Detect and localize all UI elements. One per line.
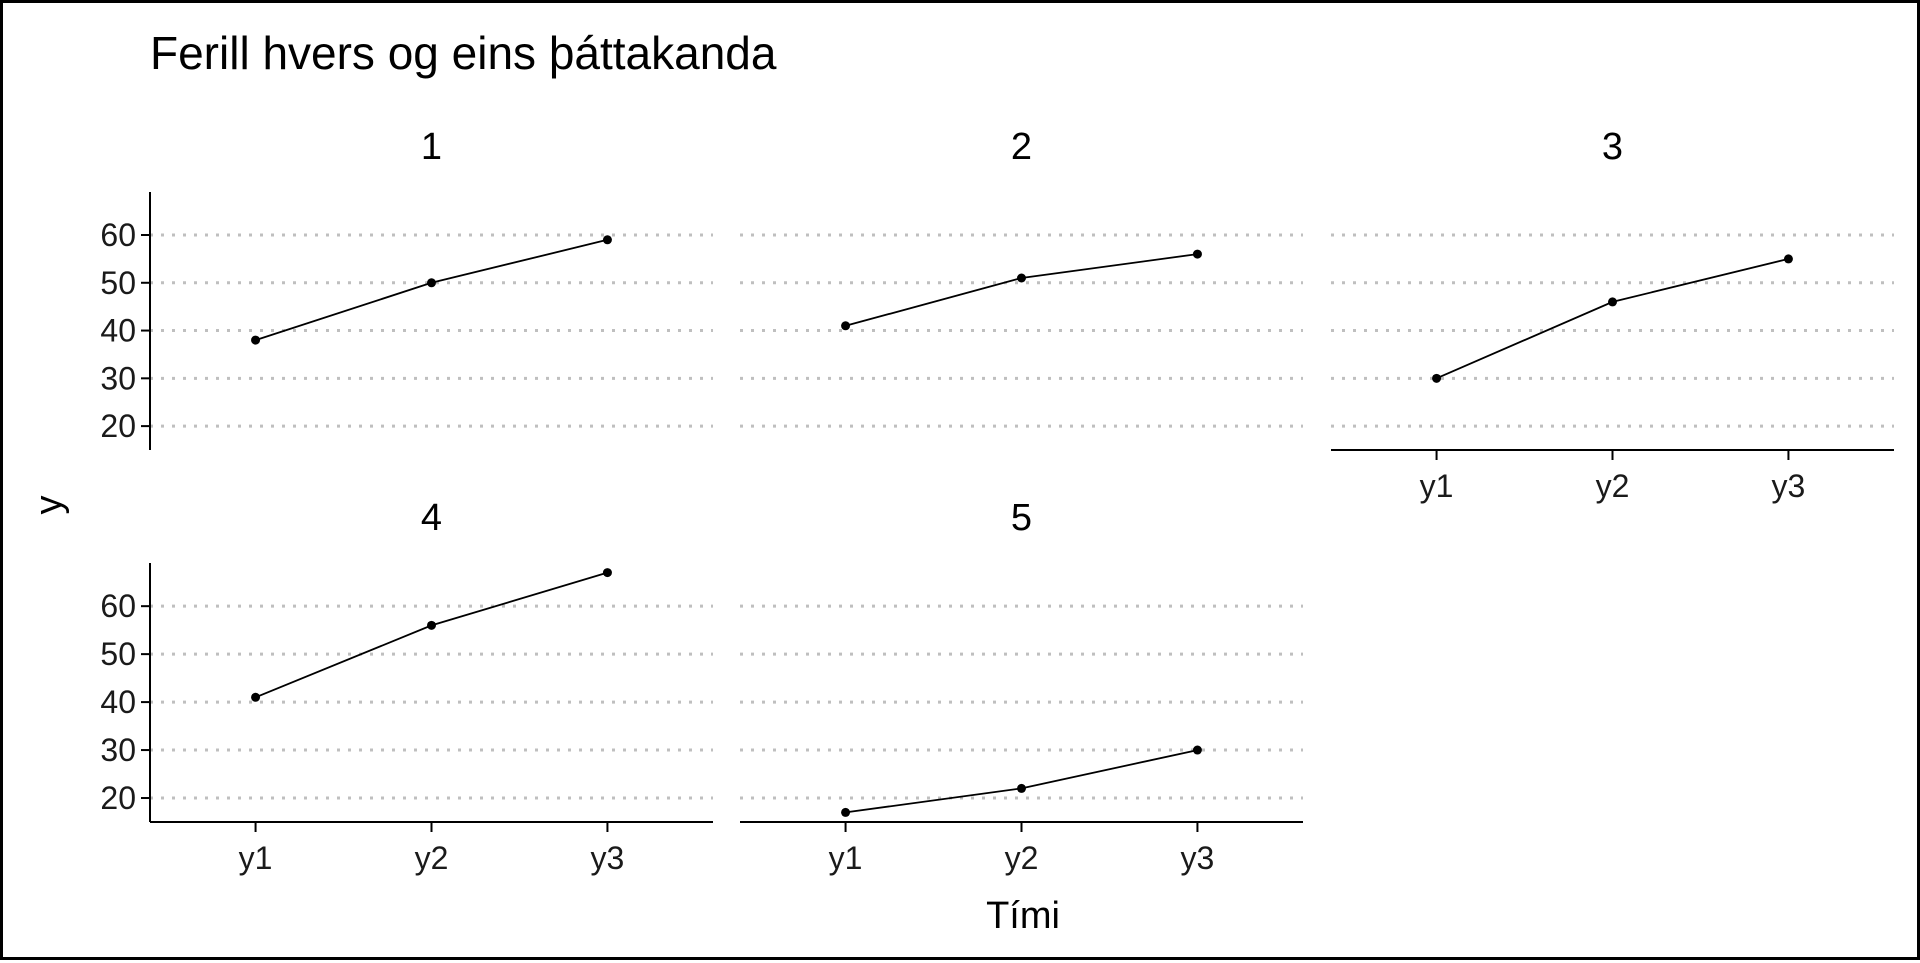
y-tick-label: 60	[100, 588, 136, 624]
data-point	[1017, 783, 1026, 793]
facet-panels: 1 20 30 40 50 60 2 3 y1 y2 y3 4 20 30 40 50 60 y1 y2 y3 5 y1 y…	[100, 126, 1894, 876]
series-line	[845, 253, 1198, 327]
series-line	[1436, 258, 1789, 380]
y-tick-label: 50	[100, 265, 136, 301]
faceted-line-chart: Ferill hvers og eins þáttakanda Tími y 1…	[28, 27, 1894, 937]
x-tick-label: y3	[1772, 468, 1806, 504]
x-tick-label: y2	[1596, 468, 1630, 504]
y-tick-label: 30	[100, 360, 136, 396]
data-point	[841, 807, 851, 817]
facet-label: 5	[1011, 497, 1032, 539]
x-tick-label: y2	[1005, 840, 1039, 876]
data-point	[1192, 745, 1202, 755]
y-tick-label: 40	[100, 684, 136, 720]
facet-panel-3: 3 y1 y2 y3	[1331, 126, 1894, 504]
data-point	[1783, 254, 1793, 264]
series-line	[255, 238, 608, 341]
facet-label: 1	[421, 126, 442, 168]
facet-panel-2: 2	[740, 126, 1303, 428]
data-point	[1017, 273, 1026, 283]
x-tick-label: y1	[829, 840, 863, 876]
x-tick-label: y1	[239, 840, 273, 876]
facet-panel-5: 5 y1 y2 y3	[740, 497, 1303, 876]
y-tick-label: 60	[100, 217, 136, 253]
y-tick-label: 50	[100, 636, 136, 672]
series-line	[845, 749, 1198, 814]
data-point	[602, 568, 612, 578]
chart-title: Ferill hvers og eins þáttakanda	[150, 27, 777, 79]
series-line	[255, 571, 608, 699]
y-tick-label: 20	[100, 780, 136, 816]
y-tick-label: 40	[100, 313, 136, 349]
y-axis-title: y	[28, 496, 70, 515]
x-tick-label: y3	[1181, 840, 1215, 876]
data-point	[1608, 297, 1617, 307]
data-point	[427, 620, 436, 630]
facet-label: 3	[1602, 126, 1623, 168]
x-axis-title: Tími	[986, 895, 1060, 937]
facet-label: 2	[1011, 126, 1032, 168]
x-tick-label: y3	[591, 840, 625, 876]
data-point	[251, 335, 261, 345]
data-point	[841, 321, 851, 331]
data-point	[427, 278, 436, 288]
data-point	[602, 235, 612, 245]
data-point	[251, 692, 261, 702]
y-tick-label: 20	[100, 408, 136, 444]
facet-panel-1: 1 20 30 40 50 60	[100, 126, 713, 450]
x-tick-label: y2	[415, 840, 449, 876]
data-point	[1192, 249, 1202, 259]
facet-panel-4: 4 20 30 40 50 60 y1 y2 y3	[100, 497, 713, 876]
x-tick-label: y1	[1420, 468, 1454, 504]
y-tick-label: 30	[100, 732, 136, 768]
data-point	[1432, 373, 1442, 383]
facet-label: 4	[421, 497, 442, 539]
